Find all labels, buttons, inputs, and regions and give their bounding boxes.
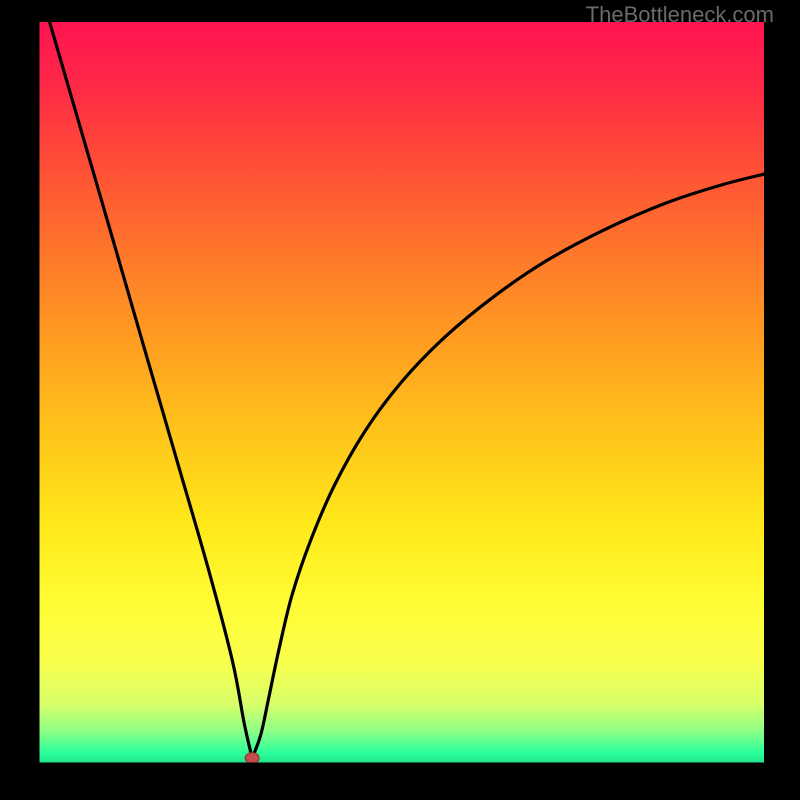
plot-background: [38, 22, 764, 764]
chart-stage: TheBottleneck.com: [0, 0, 800, 800]
bottleneck-curve-chart: [38, 22, 764, 764]
optimal-point-marker: [245, 753, 259, 764]
watermark-text: TheBottleneck.com: [586, 2, 774, 28]
